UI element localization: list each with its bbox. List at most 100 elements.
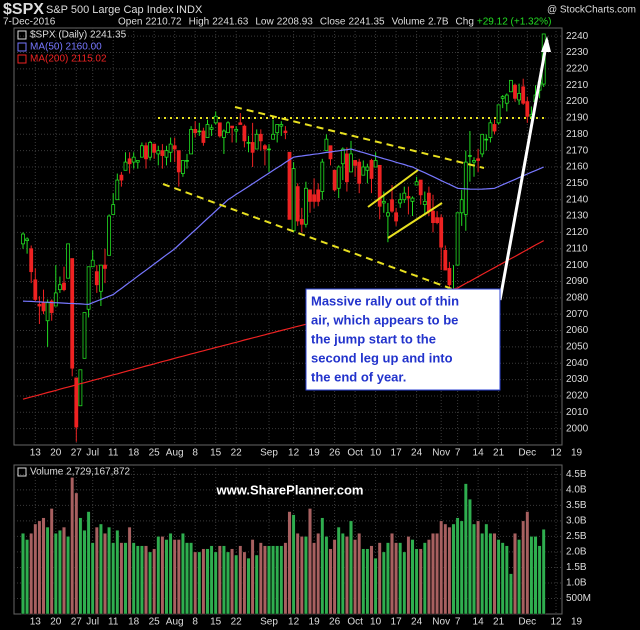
volume-bar <box>332 539 337 615</box>
volume-bar <box>254 554 259 615</box>
volume-bar <box>107 526 112 615</box>
y-tick-label: 2000 <box>566 423 589 434</box>
candle-body <box>303 187 308 225</box>
volume-bar <box>521 520 526 615</box>
volume-bar <box>287 511 292 615</box>
candle-body <box>267 148 271 151</box>
candle-body <box>344 153 349 183</box>
quote-value: 2241.63 <box>212 17 249 28</box>
candle-body <box>111 204 116 215</box>
candle-body <box>283 130 288 134</box>
volume-bar <box>373 557 378 615</box>
candle-body <box>45 302 50 322</box>
x-tick-label: 19 <box>571 448 583 459</box>
candle-body <box>492 124 497 132</box>
volume-bar <box>291 514 296 615</box>
candle-body <box>94 271 99 286</box>
candle-body <box>123 161 128 171</box>
volume-bar <box>418 548 423 615</box>
candle-body <box>53 292 58 307</box>
volume-bar <box>439 520 444 615</box>
candle-body <box>185 160 189 162</box>
candle-body <box>82 312 87 359</box>
x-tick-label: Aug <box>166 448 184 459</box>
x-tick-label: Jul <box>86 617 99 628</box>
candle-body <box>410 197 415 202</box>
candle-body <box>107 215 111 256</box>
volume-bar <box>476 520 480 615</box>
x-tick-label: 27 <box>71 448 83 459</box>
x-tick-label: 14 <box>473 617 485 628</box>
volume-bar <box>431 533 435 615</box>
volume-bar <box>185 542 189 615</box>
candle-body <box>513 84 517 99</box>
candle-body <box>340 148 345 165</box>
x-tick-label: 12 <box>288 448 300 459</box>
volume-bar <box>58 529 62 615</box>
volume-bar <box>299 536 304 615</box>
volume-bar <box>94 526 99 615</box>
x-tick-label: 27 <box>71 617 83 628</box>
candle-body <box>250 142 255 153</box>
candle-body <box>139 145 144 158</box>
candle-body <box>99 264 103 292</box>
x-tick-label: Aug <box>166 617 184 628</box>
candle-body <box>131 156 136 163</box>
candle-body <box>377 164 382 207</box>
x-tick-label: 12 <box>550 617 562 628</box>
candle-body <box>21 233 25 245</box>
volume-bar <box>193 551 198 615</box>
arrow-head <box>541 36 551 52</box>
candle-body <box>262 145 267 150</box>
candle-body <box>144 145 148 160</box>
legend-label: MA(200) 2115.02 <box>30 54 107 65</box>
y-tick-label: 2110 <box>566 243 588 254</box>
volume-bar <box>517 539 522 615</box>
candle-body <box>418 179 423 196</box>
volume-bar <box>168 533 173 615</box>
x-tick-label: 8 <box>192 448 198 459</box>
candle-body <box>467 155 472 157</box>
volume-bar <box>123 542 128 615</box>
volume-bar <box>49 508 54 615</box>
candle-body <box>316 189 321 202</box>
candle-body <box>135 160 140 163</box>
candle-body <box>230 125 235 129</box>
channel-lines <box>367 169 443 239</box>
exchange: INDX <box>176 4 203 16</box>
volume-bar <box>537 545 542 615</box>
quote-value: 2.7B <box>428 17 449 28</box>
volume-bar <box>45 526 50 615</box>
x-tick-label: 19 <box>571 617 583 628</box>
y-tick-label: 2.0B <box>566 547 587 558</box>
y-tick-label: 3.5B <box>566 500 587 511</box>
volume-bar <box>62 526 66 615</box>
volume-bar <box>230 548 234 615</box>
legend-swatch <box>17 42 27 52</box>
volume-bar <box>345 536 349 615</box>
price-panel <box>13 27 563 446</box>
volume-bar <box>402 551 407 615</box>
quote-label: Volume <box>392 17 426 28</box>
x-tick-label: 13 <box>30 617 42 628</box>
volume-bar <box>103 533 107 615</box>
y-tick-label: 4.5B <box>566 469 587 480</box>
volume-bar <box>484 523 489 615</box>
volume-bar <box>349 520 353 615</box>
volume-bar <box>180 533 185 615</box>
y-tick-label: 2050 <box>566 342 589 353</box>
candle-body <box>390 199 394 212</box>
volume-bar <box>70 477 75 615</box>
callout-box <box>305 288 501 391</box>
volume-bar <box>160 536 165 615</box>
volume-bar <box>427 539 431 615</box>
volume-bar <box>41 517 46 615</box>
y-tick-label: 2100 <box>566 260 589 271</box>
volume-bar <box>459 520 464 615</box>
volume-bar <box>361 548 366 615</box>
callout-text: the end of year. <box>311 369 406 384</box>
candle-body <box>152 143 157 153</box>
volume-bar <box>119 542 124 615</box>
x-tick-label: 26 <box>329 617 341 628</box>
candle-body <box>488 122 493 138</box>
